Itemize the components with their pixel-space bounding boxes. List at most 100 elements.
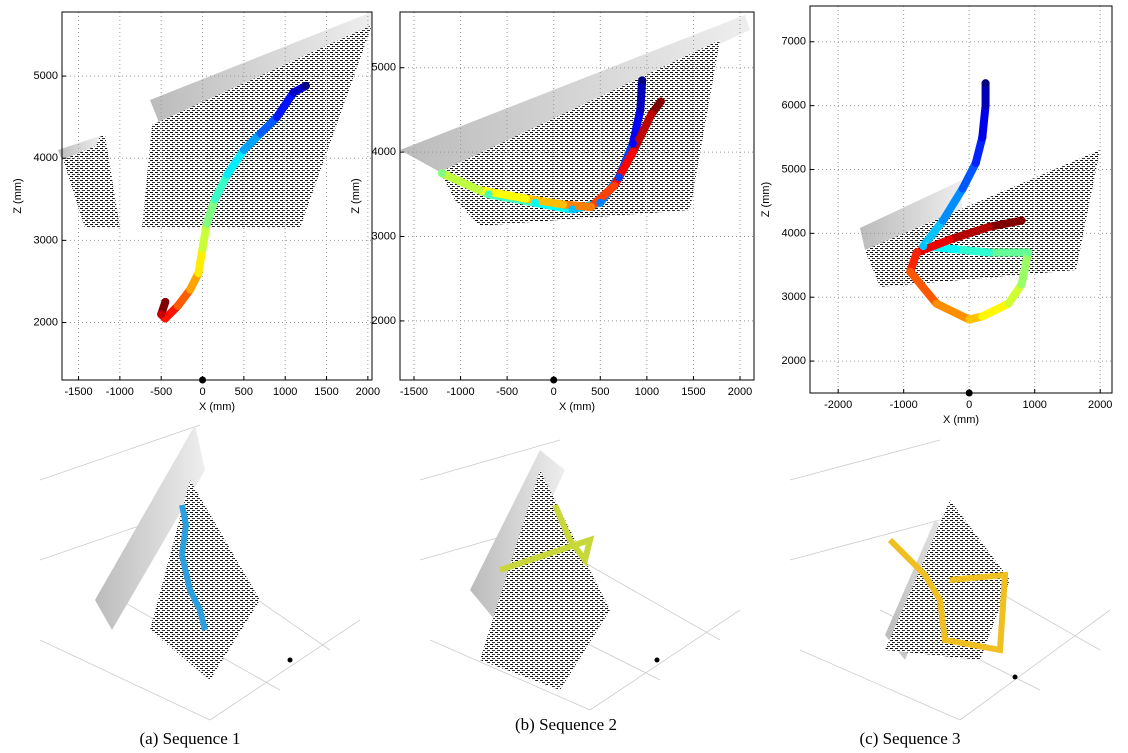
trajectory-point [521, 194, 530, 203]
trajectory-point [198, 244, 207, 253]
trajectory-segment [272, 88, 298, 122]
x-tick-label: -1500 [64, 386, 92, 398]
trajectory-point [638, 76, 647, 85]
trajectory-segment [210, 170, 232, 204]
trajectory-segment [636, 76, 647, 114]
trajectory-point [656, 97, 665, 106]
y-tick-label: 5000 [782, 163, 806, 175]
y-axis-label: Z (mm) [12, 178, 24, 213]
camera-marker [965, 389, 973, 397]
trajectory-point [984, 248, 993, 257]
plot-frame [399, 11, 755, 381]
trajectory-point [958, 184, 967, 193]
trajectory-point [210, 195, 219, 204]
trajectory-point [981, 101, 990, 110]
x-tick-label: -2000 [824, 399, 852, 411]
y-tick-label: 4000 [782, 227, 806, 239]
y-tick-label: 5000 [372, 62, 396, 74]
trajectory-point [568, 205, 577, 214]
trajectory-point [952, 245, 961, 254]
trajectory-point [437, 169, 446, 178]
trajectory-point [223, 170, 232, 179]
y-tick-label: 2000 [372, 315, 396, 327]
x-tick-label: 1000 [273, 386, 297, 398]
trajectory-segment [984, 216, 1026, 231]
trajectory-segment [198, 219, 211, 253]
x-tick-label: 2000 [356, 386, 380, 398]
y-tick-label: 2000 [34, 316, 58, 328]
x-tick-label: 2000 [1088, 399, 1112, 411]
x-tick-label: 1000 [635, 386, 659, 398]
trajectory-point [932, 299, 941, 308]
trajectory-segment [919, 216, 947, 251]
3d-view [39, 424, 1111, 721]
x-tick-label: -1000 [106, 386, 134, 398]
plot-frame [61, 11, 373, 381]
y-tick-label: 3000 [372, 230, 396, 242]
y-tick-label: 6000 [782, 100, 806, 112]
trajectory-point [186, 285, 195, 294]
x-tick-label: -1000 [890, 399, 918, 411]
trajectory-point [628, 148, 637, 157]
trajectory-segment [932, 299, 974, 324]
y-axis-label: Z (mm) [350, 178, 362, 213]
y-tick-label: 7000 [782, 36, 806, 48]
trajectory-point [647, 110, 656, 119]
trajectory-point [965, 315, 974, 324]
trajectory-point [971, 159, 980, 168]
trajectory-point [531, 198, 540, 207]
trajectory-point [1004, 299, 1013, 308]
trajectory-point [484, 190, 493, 199]
x-tick-label: 0 [199, 386, 205, 398]
trajectory-point [559, 200, 568, 209]
trajectory-segment [912, 235, 954, 257]
trajectory-point [194, 269, 203, 278]
x-tick-label: 1500 [681, 386, 705, 398]
x-tick-label: -500 [150, 386, 172, 398]
trajectory-segment [906, 267, 941, 308]
trajectory-point [256, 129, 265, 138]
y-tick-label: 4000 [372, 146, 396, 158]
trajectory-point [978, 312, 987, 321]
trajectory-point [1017, 280, 1026, 289]
trajectory-point [978, 133, 987, 142]
trajectory-segment [1017, 248, 1033, 289]
y-tick-label: 3000 [782, 291, 806, 303]
trajectory-point [475, 186, 484, 195]
trajectory-point [984, 222, 993, 231]
x-tick-label: 2000 [728, 386, 752, 398]
trajectory-point [610, 181, 619, 190]
x-tick-label: 1000 [1022, 399, 1046, 411]
trajectory-point [586, 202, 595, 211]
x-tick-label: -1500 [400, 386, 428, 398]
trajectory-point [912, 248, 921, 257]
trajectory-point [202, 219, 211, 228]
trajectory-segment [202, 195, 219, 228]
trajectory-point [289, 88, 298, 97]
trajectory-segment [978, 299, 1013, 321]
trajectory-segment [223, 146, 248, 179]
x-tick-label: -500 [496, 386, 518, 398]
x-axis-label: X (mm) [199, 401, 235, 413]
trajectory-segment [971, 133, 987, 168]
trajectory-point [614, 173, 623, 182]
trajectory-segment [194, 244, 207, 278]
trajectory-point [938, 216, 947, 225]
x-tick-label: 500 [591, 386, 609, 398]
trajectory-segment [437, 169, 484, 195]
trajectory-segment [938, 184, 967, 225]
trajectory-segment [628, 105, 645, 148]
y-tick-label: 4000 [34, 152, 58, 164]
caption: (c) Sequence 3 [859, 729, 960, 748]
trajectory-point [272, 113, 281, 122]
trajectory-segment [952, 245, 993, 257]
trajectory-point [596, 198, 605, 207]
caption: (a) Sequence 1 [139, 729, 240, 748]
y-axis-label: Z (mm) [760, 182, 772, 217]
trajectory-segment [945, 222, 993, 244]
trajectory-point [919, 242, 928, 251]
caption: (b) Sequence 2 [515, 715, 617, 734]
